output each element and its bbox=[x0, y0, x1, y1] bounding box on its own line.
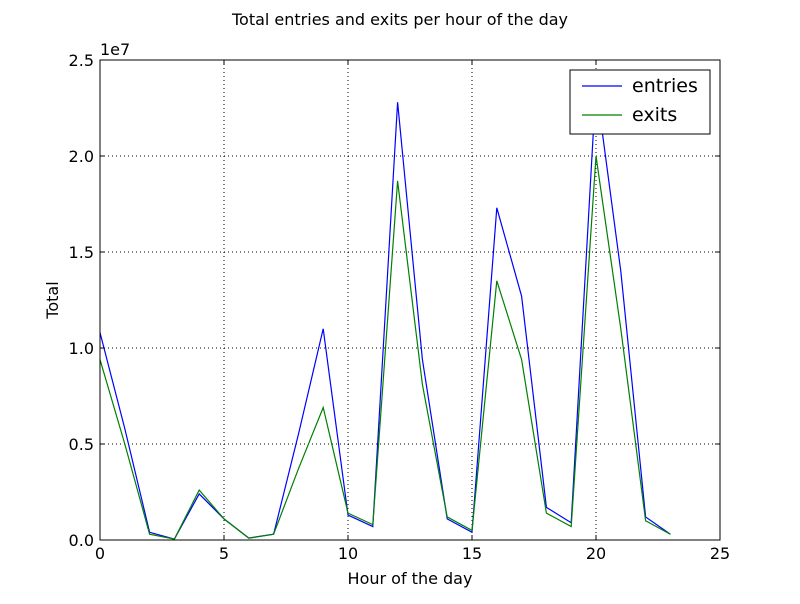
tick-labels: 0 5 10 15 20 25 0.0 0.5 1.0 1.5 2.0 2.5 bbox=[69, 51, 731, 563]
y-tick-label: 1.5 bbox=[69, 243, 94, 262]
x-tick-label: 20 bbox=[586, 544, 606, 563]
x-tick-label: 25 bbox=[710, 544, 730, 563]
legend: entries exits bbox=[569, 69, 711, 135]
x-tick-label: 10 bbox=[338, 544, 358, 563]
y-tick-label: 0.0 bbox=[69, 531, 94, 550]
legend-box bbox=[569, 69, 711, 135]
y-tick-label: 0.5 bbox=[69, 435, 94, 454]
series-line-entries bbox=[99, 84, 671, 540]
x-tick-label: 15 bbox=[462, 544, 482, 563]
legend-label-entries: entries bbox=[632, 75, 698, 97]
legend-label-exits: exits bbox=[632, 104, 677, 126]
chart-title: Total entries and exits per hour of the … bbox=[231, 10, 568, 29]
y-axis-label: Total bbox=[43, 281, 62, 319]
y-tick-label: 1.0 bbox=[69, 339, 94, 358]
series-line-exits bbox=[99, 155, 671, 540]
plot-frame bbox=[99, 59, 721, 541]
x-axis-label: Hour of the day bbox=[348, 569, 473, 588]
y-tick-label: 2.5 bbox=[69, 51, 94, 70]
series-lines bbox=[99, 84, 671, 540]
x-tick-label: 0 bbox=[95, 544, 105, 563]
y-offset-text: 1e7 bbox=[100, 40, 130, 59]
x-tick-label: 5 bbox=[219, 544, 229, 563]
y-tick-label: 2.0 bbox=[69, 147, 94, 166]
grid-lines bbox=[100, 60, 720, 540]
